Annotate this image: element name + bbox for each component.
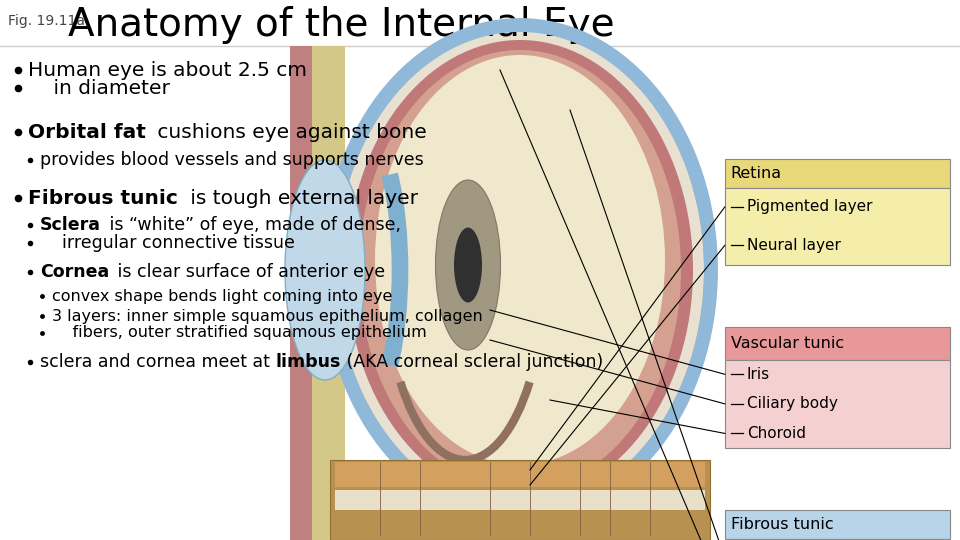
Bar	[290, 46, 345, 540]
Text: is tough external layer: is tough external layer	[184, 188, 419, 207]
Bar	[725, 327, 950, 360]
Bar	[725, 360, 950, 448]
Text: Vascular tunic: Vascular tunic	[731, 335, 844, 350]
Text: provides blood vessels and supports nerves: provides blood vessels and supports nerv…	[40, 151, 423, 169]
Bar	[725, 159, 950, 188]
Ellipse shape	[335, 30, 705, 510]
Text: (AKA corneal scleral junction): (AKA corneal scleral junction)	[341, 353, 603, 371]
Ellipse shape	[347, 40, 693, 500]
Text: Ciliary body: Ciliary body	[747, 396, 838, 411]
Text: Fibrous tunic: Fibrous tunic	[731, 517, 833, 532]
Text: Neural layer: Neural layer	[747, 238, 841, 253]
Text: 3 layers: inner simple squamous epithelium, collagen: 3 layers: inner simple squamous epitheli…	[52, 308, 483, 323]
Text: Cornea: Cornea	[40, 263, 109, 281]
Text: irregular connective tissue: irregular connective tissue	[40, 234, 295, 252]
Text: convex shape bends light coming into eye: convex shape bends light coming into eye	[52, 288, 393, 303]
Text: Fig. 19.11a: Fig. 19.11a	[8, 14, 85, 28]
Text: in diameter: in diameter	[28, 78, 170, 98]
Text: fibers, outer stratified squamous epithelium: fibers, outer stratified squamous epithe…	[52, 326, 427, 341]
Bar	[725, 510, 950, 539]
Ellipse shape	[375, 55, 665, 465]
Text: Iris: Iris	[747, 367, 770, 382]
Text: Orbital fat: Orbital fat	[28, 123, 146, 141]
Bar	[290, 46, 312, 540]
Bar	[725, 539, 950, 540]
Bar	[335, 462, 705, 487]
Ellipse shape	[359, 50, 681, 490]
Bar	[335, 490, 705, 510]
Text: Anatomy of the Internal Eye: Anatomy of the Internal Eye	[68, 6, 614, 44]
Text: cushions eye against bone: cushions eye against bone	[151, 123, 426, 141]
Text: Choroid: Choroid	[747, 426, 805, 441]
Text: Sclera: Sclera	[40, 216, 101, 234]
Text: sclera and cornea meet at: sclera and cornea meet at	[40, 353, 276, 371]
Text: Retina: Retina	[731, 166, 782, 181]
Text: limbus: limbus	[276, 353, 341, 371]
Text: Pigmented layer: Pigmented layer	[747, 199, 873, 214]
Bar	[725, 188, 950, 265]
Text: is clear surface of anterior eye: is clear surface of anterior eye	[112, 263, 385, 281]
Bar	[310, 46, 345, 540]
Text: Human eye is about 2.5 cm: Human eye is about 2.5 cm	[28, 60, 307, 79]
Ellipse shape	[436, 180, 500, 350]
Ellipse shape	[285, 160, 365, 380]
Text: is “white” of eye, made of dense,: is “white” of eye, made of dense,	[104, 216, 400, 234]
Ellipse shape	[454, 227, 482, 302]
Text: Fibrous tunic: Fibrous tunic	[28, 188, 178, 207]
Ellipse shape	[446, 200, 484, 320]
Bar	[330, 460, 710, 540]
